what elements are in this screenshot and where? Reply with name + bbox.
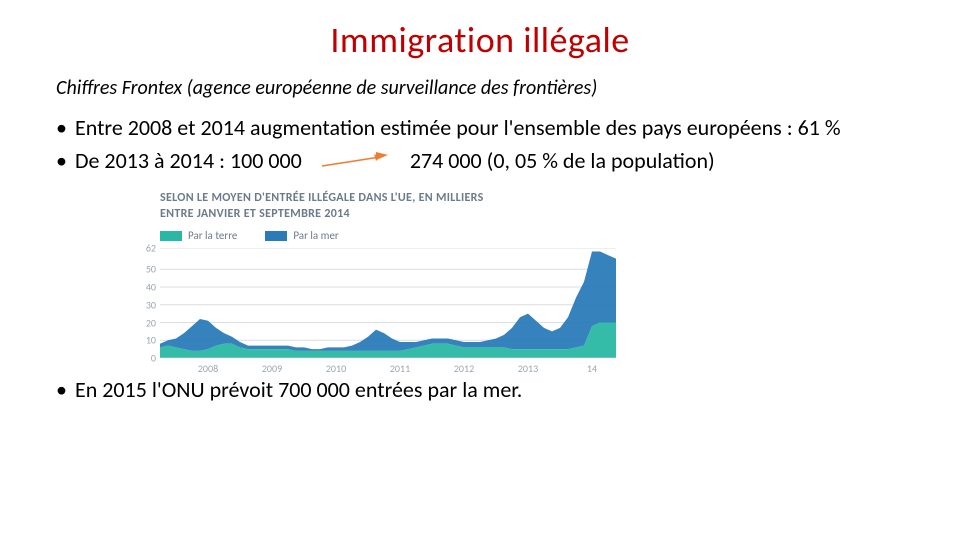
- bullet-mark: •: [56, 376, 67, 403]
- bullet-text: En 2015 l'ONU prévoit 700 000 entrées pa…: [75, 376, 522, 403]
- chart-xtick: 2013: [518, 362, 538, 375]
- page-title: Immigration illégale: [0, 18, 960, 62]
- chart-xtick: 2012: [454, 362, 474, 375]
- bullet-item-1: • Entre 2008 et 2014 augmentation estimé…: [56, 114, 920, 143]
- legend-item-sea: Par la mer: [265, 229, 338, 242]
- legend-label-sea: Par la mer: [293, 229, 338, 242]
- chart-ytick: 40: [146, 281, 156, 294]
- chart-title-1: SELON LE MOYEN D'ENTRÉE ILLÉGALE DANS L'…: [160, 191, 960, 205]
- chart-xtick: 2010: [326, 362, 346, 375]
- legend-label-land: Par la terre: [188, 229, 237, 242]
- bullet-mark: •: [56, 147, 67, 176]
- subtitle: Chiffres Frontex (agence européenne de s…: [56, 76, 960, 100]
- chart-ytick: 0: [151, 352, 156, 365]
- chart-xtick: 2011: [390, 362, 410, 375]
- bullet-text: Entre 2008 et 2014 augmentation estimée …: [75, 114, 920, 143]
- bullet-2b: 274 000 (0, 05 % de la population): [410, 147, 715, 176]
- chart-xtick: 14: [587, 362, 597, 375]
- chart-ytick: 30: [146, 298, 156, 311]
- chart-container: SELON LE MOYEN D'ENTRÉE ILLÉGALE DANS L'…: [160, 191, 960, 358]
- chart-xtick: 2008: [198, 362, 218, 375]
- legend-item-land: Par la terre: [160, 229, 237, 242]
- bullet-row-2: De 2013 à 2014 : 100 000 274 000 (0, 05 …: [75, 147, 920, 176]
- bullet-item-2: • De 2013 à 2014 : 100 000 274 000 (0, 0…: [56, 147, 920, 176]
- bullet-2a: De 2013 à 2014 : 100 000: [75, 147, 302, 176]
- bullet-list: • Entre 2008 et 2014 augmentation estimé…: [56, 114, 920, 175]
- arrow-icon: [320, 152, 392, 170]
- bullet-item-3: • En 2015 l'ONU prévoit 700 000 entrées …: [56, 376, 960, 403]
- chart-title-2: ENTRE JANVIER ET SEPTEMBRE 2014: [160, 207, 960, 221]
- chart-plot: 010203040506220082009201020112012201314: [160, 248, 616, 358]
- bullet-mark: •: [56, 114, 67, 143]
- chart-ytick: 62: [146, 242, 156, 255]
- chart-legend: Par la terre Par la mer: [160, 229, 960, 242]
- legend-swatch-sea: [265, 231, 287, 241]
- chart-ytick: 50: [146, 263, 156, 276]
- chart-xtick: 2009: [262, 362, 282, 375]
- chart-ytick: 10: [146, 334, 156, 347]
- chart-ytick: 20: [146, 316, 156, 329]
- legend-swatch-land: [160, 231, 182, 241]
